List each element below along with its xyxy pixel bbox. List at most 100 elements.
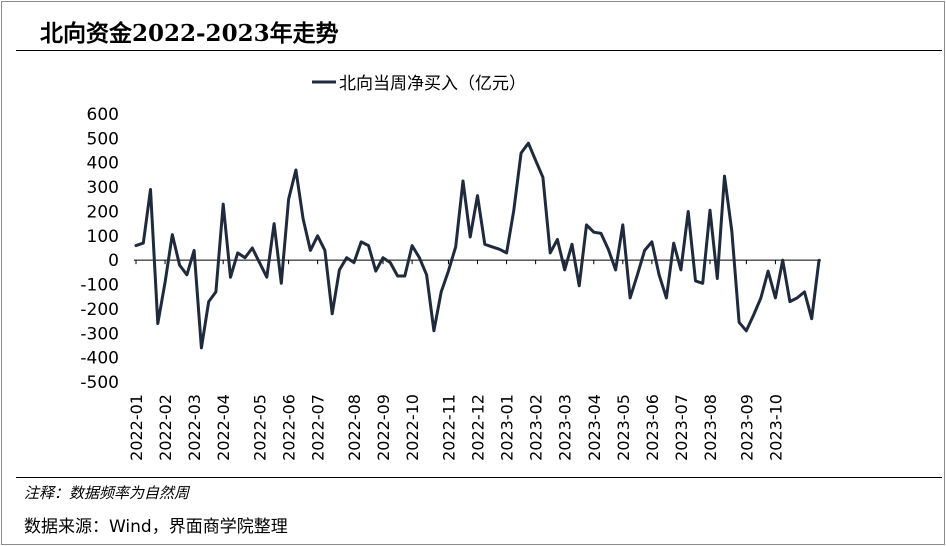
data-point — [774, 296, 777, 299]
data-point — [302, 217, 305, 220]
data-point — [207, 300, 210, 303]
x-tick-label: 2023-05 — [614, 394, 633, 461]
data-point — [752, 314, 755, 317]
data-point — [810, 317, 813, 320]
x-tick-label: 2022-06 — [280, 394, 299, 461]
x-tick-label: 2022-11 — [439, 394, 458, 461]
y-tick-label: 400 — [87, 154, 119, 174]
footer-divider — [16, 477, 942, 478]
y-tick-label: 100 — [87, 227, 119, 247]
x-tick-label: 2022-04 — [214, 394, 233, 461]
data-point — [818, 259, 821, 262]
data-point — [585, 223, 588, 226]
data-point — [483, 243, 486, 246]
y-tick-label: -200 — [80, 300, 119, 320]
x-tick-label: 2023-09 — [737, 394, 756, 461]
data-point — [164, 281, 167, 284]
x-tick-label: 2022-07 — [309, 394, 328, 461]
data-point — [156, 322, 159, 325]
data-point — [265, 276, 268, 279]
x-tick-label: 2022-01 — [127, 394, 146, 461]
data-point — [803, 290, 806, 293]
data-point — [294, 169, 297, 172]
data-point — [745, 329, 748, 332]
data-point — [229, 276, 232, 279]
data-point — [374, 270, 377, 273]
data-point — [600, 232, 603, 235]
data-point — [236, 251, 239, 254]
footnote: 注释：数据频率为自然周 — [24, 484, 190, 502]
data-point — [636, 273, 639, 276]
x-tick-label: 2022-12 — [469, 394, 488, 461]
data-point — [738, 321, 741, 324]
data-point — [730, 229, 733, 232]
data-point — [353, 261, 356, 264]
data-point — [701, 282, 704, 285]
data-point — [527, 142, 530, 145]
data-point — [469, 236, 472, 239]
data-point — [287, 198, 290, 201]
data-point — [323, 249, 326, 252]
data-point — [788, 300, 791, 303]
x-tick-label: 2023-06 — [643, 394, 662, 461]
data-point — [563, 268, 566, 271]
data-point — [403, 275, 406, 278]
data-point — [767, 270, 770, 273]
data-point — [149, 188, 152, 191]
y-tick-label: 300 — [87, 178, 119, 198]
y-tick-label: -500 — [80, 373, 119, 393]
data-point — [643, 249, 646, 252]
x-tick-label: 2023-02 — [527, 394, 546, 461]
y-tick-label: 600 — [87, 105, 119, 125]
title-divider — [16, 50, 942, 51]
data-point — [251, 247, 254, 250]
data-point — [665, 296, 668, 299]
x-tick-label: 2022-03 — [185, 394, 204, 461]
data-point — [796, 296, 799, 299]
data-point — [694, 279, 697, 282]
data-point — [571, 243, 574, 246]
data-point — [440, 290, 443, 293]
data-point — [679, 268, 682, 271]
y-tick-label: -400 — [80, 349, 119, 369]
data-point — [650, 240, 653, 243]
data-point — [142, 242, 145, 245]
x-tick-label: 2023-07 — [672, 394, 691, 461]
data-point — [331, 312, 334, 315]
data-point — [621, 223, 624, 226]
data-point — [382, 256, 385, 259]
data-point — [462, 180, 465, 183]
data-point — [214, 290, 217, 293]
data-point — [185, 273, 188, 276]
data-point — [549, 251, 552, 254]
x-tick-label: 2022-08 — [345, 394, 364, 461]
data-point — [709, 209, 712, 212]
data-point — [367, 244, 370, 247]
source-note: 数据来源：Wind，界面商学院整理 — [24, 517, 288, 537]
data-point — [534, 159, 537, 162]
data-point — [512, 209, 515, 212]
data-point — [607, 248, 610, 251]
series-line — [134, 141, 821, 350]
y-tick-label: -300 — [80, 324, 119, 344]
data-point — [411, 244, 414, 247]
data-point — [316, 234, 319, 237]
data-point — [258, 261, 261, 264]
data-point — [273, 222, 276, 225]
data-point — [193, 249, 196, 252]
x-tick-label: 2022-05 — [251, 394, 270, 461]
y-tick-label: -100 — [80, 276, 119, 296]
data-point — [491, 245, 494, 248]
data-point — [723, 175, 726, 178]
x-tick-label: 2023-03 — [556, 394, 575, 461]
data-point — [658, 273, 661, 276]
data-point — [556, 238, 559, 241]
data-point — [716, 277, 719, 280]
data-point — [396, 275, 399, 278]
data-point — [432, 329, 435, 332]
y-tick-label: 200 — [87, 202, 119, 222]
data-point — [541, 176, 544, 179]
data-point — [759, 296, 762, 299]
legend-label: 北向当周净买入（亿元） — [339, 74, 526, 94]
